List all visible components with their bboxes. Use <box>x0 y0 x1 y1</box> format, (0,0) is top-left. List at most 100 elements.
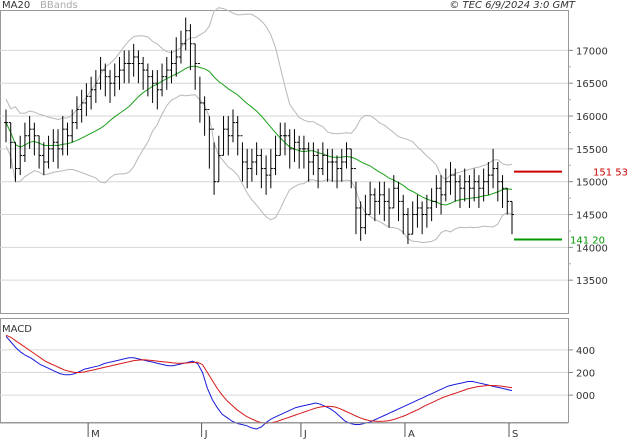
price-bar <box>13 141 18 182</box>
price-bar <box>112 63 117 97</box>
price-panel <box>0 10 569 314</box>
price-bars <box>4 17 514 245</box>
price-bar <box>221 116 226 156</box>
price-bar <box>240 135 245 182</box>
price-bar <box>254 142 259 176</box>
price-bar <box>424 194 429 228</box>
price-bar <box>320 142 325 176</box>
source-stamp: © TEC 6/9/2024 3:0 GMT <box>449 0 576 11</box>
support-label: 141 20 <box>570 235 605 246</box>
macd-panel <box>0 318 569 423</box>
x-tick-label: J <box>204 429 208 440</box>
price-bar <box>505 187 510 215</box>
bollinger-bands <box>5 7 513 244</box>
price-bar <box>467 175 472 208</box>
price-bar <box>145 63 150 97</box>
price-bar <box>434 175 439 208</box>
price-bar <box>136 50 141 84</box>
price-bar <box>316 148 321 189</box>
price-tick-label: 15500 <box>576 145 608 156</box>
price-bar <box>264 155 269 195</box>
price-bar <box>37 135 42 169</box>
bband-upper-line <box>5 7 513 181</box>
price-tick-label: 16000 <box>576 112 608 123</box>
price-bar <box>131 43 136 77</box>
price-bar <box>391 175 396 209</box>
price-bar <box>155 70 160 110</box>
price-bar <box>283 122 288 156</box>
price-bar <box>495 162 500 202</box>
price-bar <box>292 129 297 162</box>
price-bar <box>178 30 183 64</box>
price-bar <box>51 129 56 162</box>
price-bar <box>410 201 415 235</box>
price-bar <box>382 181 387 222</box>
price-bar <box>439 175 444 215</box>
price-bar <box>216 135 221 183</box>
price-bar <box>84 83 89 117</box>
macd-label: MACD <box>2 324 32 335</box>
price-bar <box>174 37 179 77</box>
price-bar <box>297 135 302 169</box>
price-bar <box>476 175 481 208</box>
price-bar <box>405 207 410 245</box>
price-bar <box>368 181 373 216</box>
ma20-line <box>5 65 513 206</box>
price-gridlines <box>0 49 568 281</box>
macd-tick-label: 000 <box>576 391 595 402</box>
price-bar <box>268 148 273 189</box>
price-bar <box>8 122 13 169</box>
price-bar <box>56 129 61 169</box>
price-bar <box>193 43 198 90</box>
price-bar <box>150 70 155 103</box>
price-bar <box>335 155 340 189</box>
price-bar <box>415 194 420 228</box>
price-tick-label: 17000 <box>576 46 608 57</box>
price-bar <box>117 56 122 90</box>
price-bar <box>141 56 146 90</box>
price-bar <box>188 24 193 71</box>
price-bar <box>349 148 354 189</box>
price-bar <box>22 122 27 162</box>
price-bar <box>472 168 477 202</box>
price-bar <box>448 162 453 195</box>
macd-tick-label: 200 <box>576 369 595 380</box>
price-bar <box>197 63 202 123</box>
price-bar <box>344 142 349 169</box>
macd-series <box>5 334 513 430</box>
price-bar <box>510 200 514 235</box>
price-bar <box>79 89 84 123</box>
price-tick-label: 14500 <box>576 211 608 222</box>
price-bar <box>372 188 377 222</box>
price-bar <box>353 168 358 235</box>
price-bar <box>74 96 79 130</box>
macd-y-axis: 000 200 400 <box>568 346 595 402</box>
x-tick-label: S <box>512 429 518 440</box>
price-bar <box>103 63 108 97</box>
price-bar <box>273 135 278 176</box>
price-bar <box>65 122 70 156</box>
price-bar <box>108 70 113 103</box>
price-bar <box>491 148 496 189</box>
price-bar <box>462 168 467 202</box>
price-bar <box>325 148 330 182</box>
x-tick-label: M <box>91 429 100 440</box>
x-tick-label: A <box>408 429 415 440</box>
price-bar <box>339 148 344 182</box>
macd-gridlines <box>0 349 568 396</box>
price-bar <box>169 50 174 84</box>
bband-lower-line <box>5 94 513 244</box>
price-bar <box>486 162 491 195</box>
ma-legend: MA20 <box>2 0 30 11</box>
price-bar <box>183 17 188 51</box>
price-bar <box>396 181 401 222</box>
macd-tick-label: 400 <box>576 346 595 357</box>
price-bar <box>160 63 165 97</box>
price-levels: 151 53 141 20 <box>514 168 627 246</box>
price-tick-label: 14000 <box>576 243 608 254</box>
price-bar <box>443 168 448 202</box>
price-bar <box>98 56 103 90</box>
macd-line <box>5 335 513 430</box>
price-bar <box>453 168 458 202</box>
